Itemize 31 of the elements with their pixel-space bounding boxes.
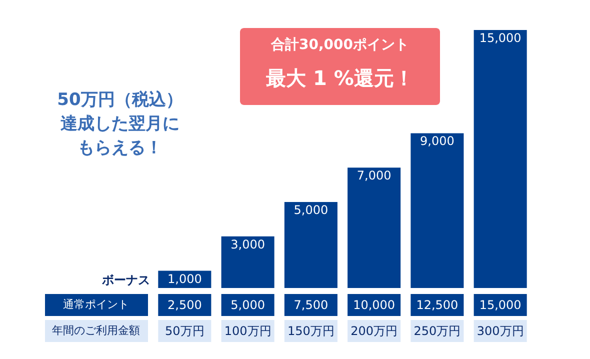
x-tick-label: 150万円 [287,324,334,338]
text: 7,500 [294,298,328,312]
text: 12,500 [416,298,458,312]
annotation: 合計30,000ポイント [270,37,410,53]
bar [348,168,401,288]
data-label: 1,000 [167,272,202,286]
text: 通常ポイント [63,298,129,311]
bar [284,202,338,288]
bar [474,30,527,288]
data-label: 7,000 [356,168,392,183]
data-label: 3,000 [230,237,265,252]
text: 15,000 [479,298,522,312]
x-tick-label: 250万円 [414,324,461,338]
annotation: 最大 1 %還元！ [265,66,414,90]
bar [410,133,464,288]
x-tick-label: 200万円 [350,324,398,338]
text: 2,500 [167,298,202,312]
annotation: もらえる！ [78,138,162,158]
x-tick-label: 300万円 [476,324,524,338]
data-label: 9,000 [420,134,454,148]
text: 5,000 [230,298,265,312]
annotation: 50万円（税込） [57,90,183,110]
series-label: ボーナス [101,273,150,287]
x-tick-label: 50万円 [165,324,204,338]
x-tick-label: 100万円 [224,324,272,338]
x-axis-title: 年間のご利用金額 [52,324,140,337]
bar [221,236,274,288]
annotation: 達成した翌月に [60,114,180,134]
data-label: 5,000 [294,203,328,217]
data-label: 15,000 [479,31,522,45]
text: 10,000 [353,298,396,312]
